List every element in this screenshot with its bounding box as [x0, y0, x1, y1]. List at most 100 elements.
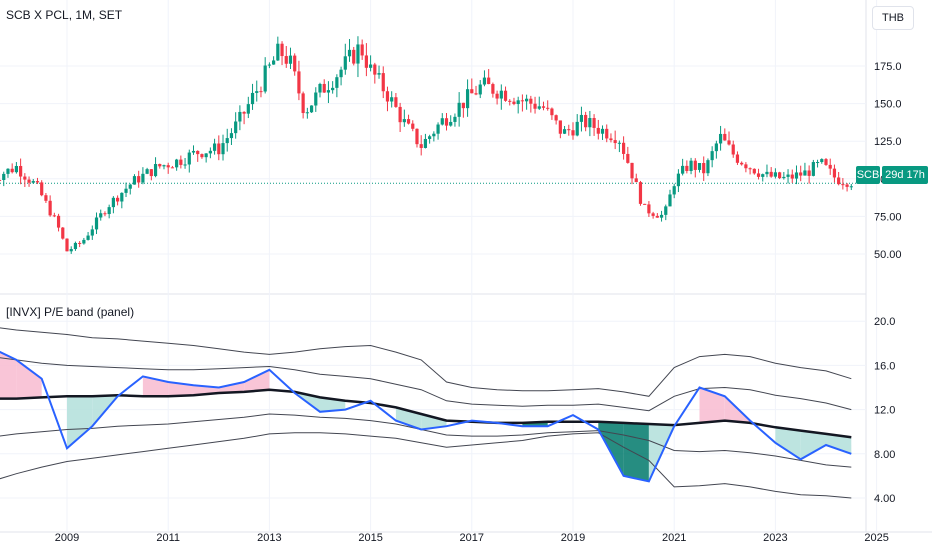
symbol-price-tag: SCB: [856, 166, 880, 184]
candle-body: [82, 239, 86, 244]
x-tick-label: 2017: [460, 532, 484, 544]
candle-body: [626, 153, 630, 163]
candle-body: [651, 213, 655, 216]
candle-body: [727, 140, 731, 145]
candle-body: [482, 77, 487, 85]
candle-body: [786, 174, 790, 177]
candle-body: [179, 159, 183, 165]
candle-body: [234, 121, 238, 134]
candle-body: [735, 154, 740, 163]
candle-body: [352, 49, 356, 64]
candle-body: [765, 171, 769, 175]
candle-body: [221, 143, 225, 155]
candle-body: [0, 179, 2, 181]
candle-body: [541, 106, 546, 108]
valuation-fill-area: [775, 427, 801, 460]
price-y-tick-label: 125.0: [874, 136, 902, 148]
candle-body: [162, 165, 166, 167]
candle-body: [457, 102, 461, 117]
candle-body: [297, 71, 301, 94]
candle-body: [832, 168, 837, 178]
candle-body: [280, 43, 284, 57]
valuation-fill-area: [0, 351, 17, 399]
x-tick-label: 2023: [763, 532, 787, 544]
candle-body: [263, 65, 267, 92]
candle-body: [562, 129, 567, 134]
candle-body: [470, 89, 474, 94]
candle-body: [200, 154, 204, 158]
candle-body: [630, 162, 634, 179]
candle-body: [643, 203, 647, 205]
price-y-tick-label: 75.00: [874, 211, 902, 223]
candle-body: [512, 101, 516, 105]
candle-body: [238, 111, 242, 122]
candle-body: [40, 182, 44, 196]
x-tick-label: 2015: [358, 532, 382, 544]
candle-body: [99, 213, 103, 218]
candle-body: [799, 172, 803, 176]
candle-body: [748, 168, 752, 170]
valuation-fill-area: [67, 396, 93, 449]
candle-body: [360, 44, 364, 56]
candle-body: [411, 123, 415, 129]
indicator-title[interactable]: [INVX] P/E band (panel): [6, 305, 135, 319]
candle-body: [166, 165, 170, 168]
candle-body: [284, 56, 288, 64]
symbol-title[interactable]: SCB X PCL, 1M, SET: [6, 8, 123, 22]
valuation-fill-area: [168, 381, 194, 397]
candle-body: [550, 108, 554, 116]
candle-body: [516, 100, 520, 105]
candle-body: [647, 204, 651, 214]
candle-body: [229, 133, 234, 139]
candle-body: [132, 176, 137, 185]
candle-body: [444, 118, 449, 126]
candle-body: [314, 92, 318, 106]
candle-body: [529, 98, 533, 104]
candle-body: [440, 118, 444, 125]
candle-body: [31, 181, 35, 183]
candle-body: [558, 120, 562, 134]
candle-body: [19, 165, 23, 177]
candle-body: [841, 184, 845, 186]
candle-body: [803, 170, 807, 176]
candle-body: [111, 197, 115, 208]
candle-body: [664, 206, 668, 215]
valuation-fill-area: [16, 359, 42, 399]
candle-body: [579, 114, 584, 122]
candle-body: [124, 188, 128, 193]
currency-button[interactable]: THB: [872, 6, 914, 30]
candle-body: [385, 91, 390, 102]
pe-mean-line: [0, 388, 852, 439]
candle-body: [377, 73, 381, 75]
valuation-fill-area: [218, 381, 245, 394]
candle-body: [120, 192, 124, 202]
candle-body: [293, 55, 297, 72]
x-tick-label: 2025: [864, 532, 888, 544]
candle-body: [605, 128, 609, 139]
candle-body: [428, 136, 432, 139]
candle-body: [331, 87, 335, 91]
candle-body: [48, 200, 52, 216]
candle-body: [255, 91, 259, 93]
candle-body: [828, 164, 832, 169]
candle-body: [2, 173, 6, 180]
candle-body: [474, 93, 478, 95]
candle-body: [217, 143, 221, 155]
candle-body: [187, 152, 191, 165]
candle-body: [86, 235, 90, 240]
candle-body: [381, 73, 385, 92]
candle-body: [592, 118, 596, 128]
candle-body: [335, 77, 339, 88]
x-tick-label: 2013: [257, 532, 281, 544]
pe-y-tick-label: 4.00: [874, 493, 895, 505]
valuation-fill-area: [699, 387, 725, 423]
candle-body: [288, 55, 293, 64]
candle-body: [56, 215, 61, 228]
candle-body: [503, 90, 508, 101]
candle-body: [52, 215, 56, 217]
candle-body: [567, 129, 571, 131]
candle-body: [491, 84, 495, 94]
candle-body: [465, 89, 470, 109]
candle-body: [35, 181, 40, 183]
